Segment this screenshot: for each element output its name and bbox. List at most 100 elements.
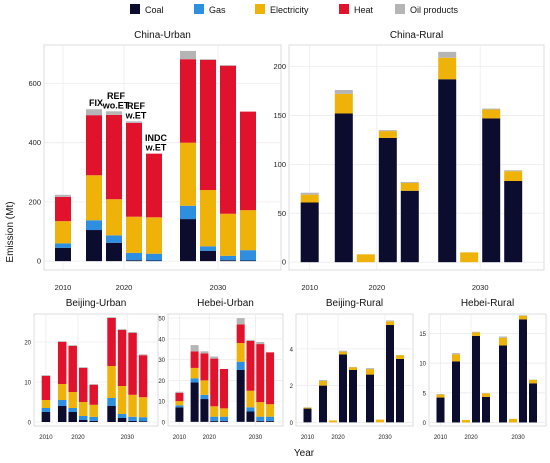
- y-tick-label: 100: [273, 160, 286, 169]
- scenario-annotation: REF: [107, 91, 126, 101]
- bar-segment-coal: [438, 79, 457, 263]
- bar-segment-electricity: [107, 366, 116, 398]
- bar-segment-oil-products: [68, 345, 77, 346]
- bar-segment-electricity: [266, 404, 275, 417]
- bar-segment-heat: [146, 153, 162, 218]
- panel-beijing-urban: Beijing-Urban 0 10 20 2010 2020 2030: [24, 298, 159, 441]
- x-tick-label: 2020: [368, 283, 385, 292]
- bar-segment-electricity: [200, 380, 209, 395]
- y-tick-label: 15: [419, 332, 426, 338]
- bar-segment-coal: [396, 358, 404, 423]
- bar-segment-coal: [190, 382, 199, 422]
- bar-segment-coal: [78, 420, 88, 422]
- bar-segment-heat: [41, 376, 51, 400]
- bar-segment-heat: [220, 65, 236, 214]
- bar-segment-heat: [256, 344, 265, 403]
- bar-segment-electricity: [220, 408, 229, 417]
- bar-segment-heat: [126, 122, 142, 217]
- bar-segment-heat: [200, 353, 209, 381]
- y-tick-label: 0: [282, 258, 286, 267]
- bar-segment-oil-products: [504, 170, 523, 172]
- bar-segment-electricity: [117, 386, 127, 414]
- y-axis-title: Emission (Mt): [5, 201, 16, 262]
- bar-segment-coal: [482, 118, 501, 263]
- bar-segment-oil-products: [378, 130, 397, 132]
- bar-segment-heat: [200, 59, 216, 191]
- bar-segment-coal: [472, 335, 480, 423]
- bar-segment-gas: [210, 416, 219, 421]
- legend-label-electricity: Electricity: [270, 5, 309, 15]
- bar-segment-gas: [138, 417, 148, 422]
- bar-segment-electricity: [460, 252, 479, 263]
- y-tick-label: 5: [423, 391, 427, 397]
- bar-segment-coal: [482, 396, 490, 423]
- bar-segment-heat: [107, 318, 116, 366]
- scenario-annotation: INDC: [145, 133, 167, 143]
- bar-segment-heat: [55, 196, 71, 222]
- bar-segment-electricity: [128, 394, 137, 417]
- bar-segment-coal: [334, 113, 353, 263]
- bar-segment-electricity: [256, 402, 265, 417]
- bar-segment-electricity: [519, 315, 527, 320]
- bar-segment-oil-products: [256, 342, 265, 345]
- bar-segment-coal: [146, 260, 162, 262]
- bar-segment-coal: [126, 260, 142, 262]
- bar-segment-electricity: [509, 418, 517, 423]
- bar-segment-coal: [175, 407, 184, 422]
- legend-label-gas: Gas: [209, 5, 226, 15]
- x-tick-label: 2030: [121, 435, 135, 441]
- bar-segment-oil-products: [436, 394, 445, 395]
- legend-label-oil-products: Oil products: [410, 5, 459, 15]
- bar-segment-heat: [128, 332, 137, 395]
- bar-segment-oil-products: [236, 318, 245, 325]
- bar-segment-electricity: [529, 379, 537, 384]
- bar-segment-coal: [339, 354, 347, 423]
- bar-segment-electricity: [482, 393, 490, 397]
- scenario-annotation: wo.ET: [102, 100, 130, 110]
- bar-segment-electricity: [438, 57, 457, 80]
- bar-segment-oil-products: [319, 380, 327, 382]
- y-tick-label: 10: [419, 362, 426, 368]
- bar-segment-coal: [256, 420, 265, 422]
- bar-segment-oil-products: [117, 329, 127, 330]
- y-tick-label: 10: [158, 400, 165, 406]
- bar-segment-electricity: [190, 367, 199, 379]
- legend-swatch-heat: [339, 4, 349, 14]
- bar-segment-electricity: [57, 384, 67, 400]
- bar-segment-oil-products: [366, 368, 374, 370]
- y-tick-label: 400: [28, 138, 41, 147]
- bar-segment-electricity: [339, 351, 347, 355]
- bar-segment-heat: [266, 352, 275, 405]
- bar-segment-electricity: [86, 175, 102, 221]
- bar-segment-electricity: [504, 171, 523, 181]
- bar-segment-oil-products: [57, 341, 67, 342]
- bar-segment-electricity: [246, 390, 255, 408]
- bar-segment-electricity: [106, 199, 122, 236]
- legend-label-coal: Coal: [145, 5, 164, 15]
- bar-segment-oil-products: [220, 65, 236, 66]
- bar-segment-oil-products: [482, 108, 501, 110]
- bar-segment-electricity: [220, 213, 236, 256]
- panel-title: China-Rural: [390, 30, 443, 41]
- bar-segment-coal: [89, 420, 98, 422]
- bar-segment-heat: [86, 115, 102, 176]
- bar-segment-heat: [106, 114, 122, 200]
- x-tick-label: 2030: [378, 435, 392, 441]
- bar-segment-electricity: [452, 354, 460, 362]
- y-tick-label: 20: [24, 341, 31, 347]
- bar-segment-coal: [349, 370, 357, 423]
- bar-segment-electricity: [400, 182, 419, 191]
- bar-segment-coal: [519, 319, 527, 423]
- y-tick-label: 0: [162, 420, 166, 426]
- panel-title: China-Urban: [134, 30, 191, 41]
- y-tick-label: 4: [290, 347, 294, 353]
- bar-segment-electricity: [462, 420, 470, 423]
- y-tick-label: 200: [28, 197, 41, 206]
- bar-segment-heat: [190, 351, 199, 368]
- bar-segment-heat: [138, 355, 148, 398]
- bar-segment-coal: [220, 420, 229, 422]
- bar-segment-oil-products: [334, 90, 353, 94]
- y-tick-label: 200: [273, 62, 286, 71]
- x-tick-label: 2010: [39, 435, 53, 441]
- bar-segment-gas: [175, 405, 184, 408]
